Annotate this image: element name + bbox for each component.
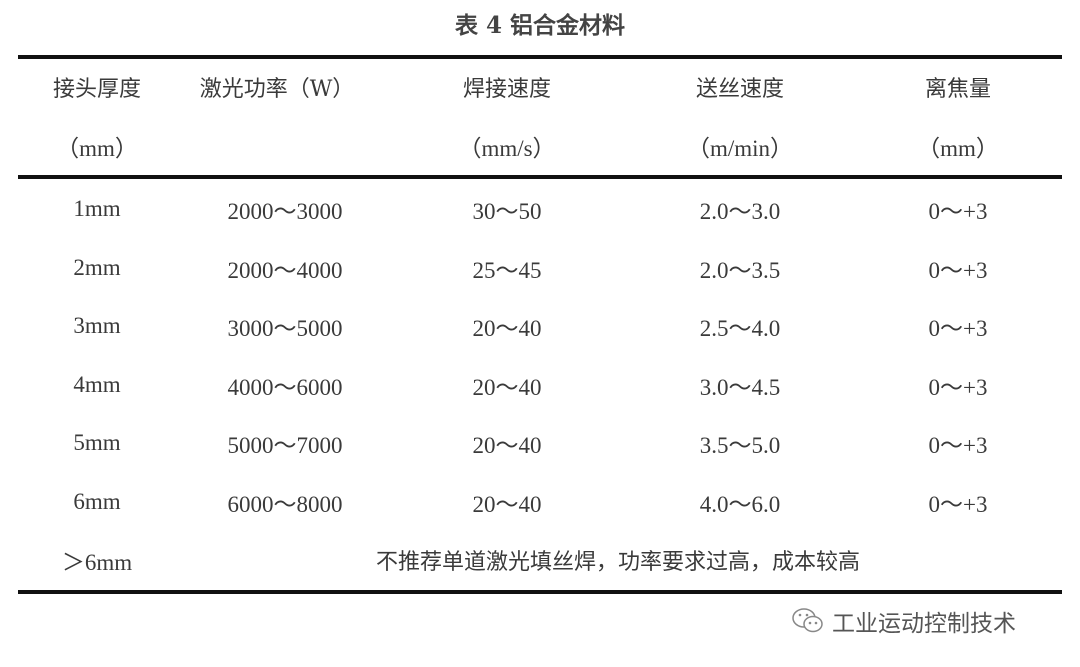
table-cell: 25～45 <box>472 257 542 283</box>
watermark-text: 工业运动控制技术 <box>832 611 1016 637</box>
table-cell: 2000～3000 <box>227 199 343 224</box>
table-cell: 20～40 <box>472 433 542 458</box>
table-cell: 1mm <box>73 196 121 221</box>
table-cell: 20～40 <box>472 491 542 517</box>
table-cell: 20～40 <box>472 374 542 400</box>
table-cell: 0～+3 <box>928 316 988 341</box>
table-cell: 20～40 <box>472 316 542 341</box>
table-title: 表 4 铝合金材料 <box>454 12 626 39</box>
header-unit: （mm/s） <box>458 136 556 161</box>
top-rule <box>18 55 1062 59</box>
table-cell: 0～+3 <box>928 433 988 458</box>
header-label: 接头厚度 <box>52 77 142 102</box>
table-cell: 3mm <box>73 313 121 338</box>
table-cell: 2.0～3.0 <box>699 199 781 224</box>
table-cell: 5mm <box>73 430 121 455</box>
header-unit: （m/min） <box>686 136 794 161</box>
table-cell: 4000～6000 <box>227 374 343 400</box>
table-cell: 5000～7000 <box>227 433 343 458</box>
header-label: 焊接速度 <box>462 77 552 102</box>
table-cell: 2mm <box>73 254 121 280</box>
table-cell: 0～+3 <box>928 374 988 400</box>
table-cell: 6000～8000 <box>227 491 343 517</box>
table-cell: 4.0～6.0 <box>699 491 781 517</box>
table-cell: 0～+3 <box>928 199 988 224</box>
header-label: 离焦量 <box>924 77 992 102</box>
table-cell: 2000～4000 <box>227 257 343 283</box>
wechat-icon <box>792 608 823 633</box>
table-cell: 3000～5000 <box>227 316 343 341</box>
header-unit: （mm） <box>917 136 999 161</box>
header-label: 送丝速度 <box>695 77 785 102</box>
watermark: 工业运动控制技术 <box>790 604 1016 638</box>
header-rule <box>18 175 1062 179</box>
table-cell: 2.5～4.0 <box>699 316 781 341</box>
header-unit: （mm） <box>56 136 138 161</box>
table-cell: 3.5～5.0 <box>699 433 781 458</box>
table-cell: 2.0～3.5 <box>699 257 781 283</box>
header-label: 激光功率（W） <box>199 77 355 102</box>
table-cell: 30～50 <box>472 199 542 224</box>
table-cell: 0～+3 <box>928 491 988 517</box>
last-row-note: 不推荐单道激光填丝焊，功率要求过高，成本较高 <box>375 550 861 575</box>
table-cell: 3.0～4.5 <box>699 374 781 400</box>
table-cell: 6mm <box>73 488 121 514</box>
last-row-thickness: ＞6mm <box>61 550 133 575</box>
table-cell: 4mm <box>73 371 121 397</box>
table-cell: 0～+3 <box>928 257 988 283</box>
bottom-rule <box>18 590 1062 594</box>
